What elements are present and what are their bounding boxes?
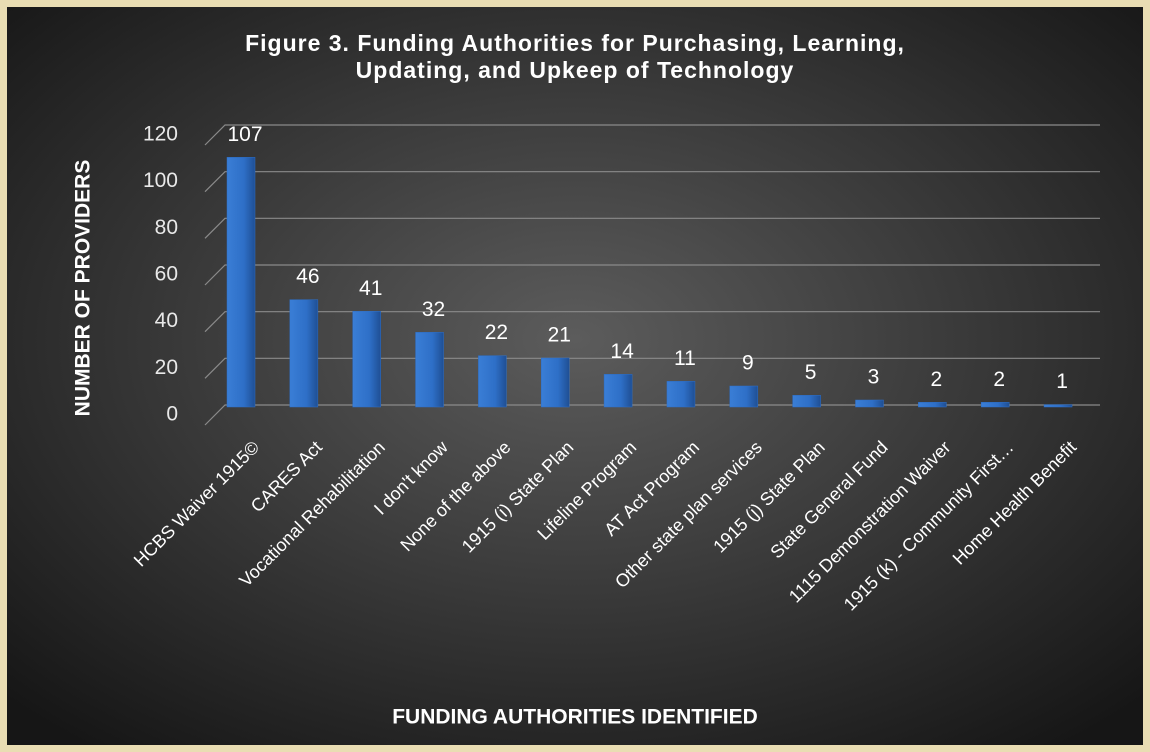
y-tick-label: 100: [143, 169, 178, 192]
bar: [352, 311, 381, 408]
bar: [918, 402, 947, 408]
y-tick-label: 80: [155, 216, 178, 239]
bar: [541, 357, 570, 408]
bar: [729, 385, 759, 408]
grid-line: [204, 124, 1100, 146]
grid-line: [204, 264, 1100, 286]
bar: [1043, 404, 1073, 408]
value-label: 1: [1056, 370, 1068, 393]
grid-line: [204, 311, 1100, 333]
value-label: 32: [422, 298, 445, 321]
bar: [226, 157, 256, 408]
bar: [980, 402, 1010, 408]
y-axis-title: NUMBER OF PROVIDERS: [72, 160, 95, 417]
value-label: 9: [742, 352, 754, 375]
value-label: 14: [610, 340, 634, 363]
grid-line: [204, 217, 1100, 239]
x-axis-title: FUNDING AUTHORITIES IDENTIFIED: [392, 706, 758, 729]
value-label: 22: [485, 321, 508, 344]
grid-line: [204, 171, 1100, 193]
plot-background: [7, 7, 1143, 745]
value-label: 3: [868, 366, 880, 389]
value-label: 5: [805, 361, 817, 384]
bar: [415, 332, 444, 408]
bar: [666, 381, 696, 408]
value-label: 11: [674, 347, 696, 370]
bar: [603, 374, 633, 408]
value-label: 107: [227, 123, 262, 146]
y-tick-label: 20: [155, 356, 178, 379]
y-tick-label: 60: [155, 263, 178, 286]
y-tick-label: 120: [143, 123, 178, 146]
y-tick-label: 40: [155, 309, 178, 332]
value-label: 46: [296, 265, 319, 288]
y-tick-label: 0: [166, 403, 178, 426]
value-label: 41: [359, 277, 382, 300]
chart-title: Updating, and Upkeep of Technology: [356, 57, 795, 83]
bar: [478, 355, 507, 408]
grid-line: [204, 357, 1100, 379]
bar: [289, 299, 319, 408]
value-label: 21: [548, 324, 571, 347]
value-label: 2: [993, 368, 1005, 391]
bar: [855, 399, 884, 408]
value-label: 2: [931, 368, 943, 391]
bar: [792, 395, 821, 408]
chart-title: Figure 3. Funding Authorities for Purcha…: [245, 30, 905, 56]
